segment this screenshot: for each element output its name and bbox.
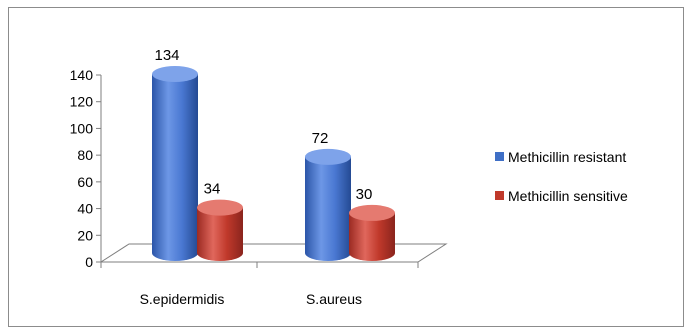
y-tick-label: 120: [70, 94, 94, 110]
y-tick-label: 140: [70, 67, 94, 83]
bar: [305, 148, 351, 261]
data-labels: 134 34 72 30: [154, 47, 372, 203]
y-tick-label: 20: [77, 227, 93, 243]
x-tick-label: S.epidermidis: [140, 291, 225, 307]
bar-top: [349, 204, 395, 221]
bar: [152, 66, 198, 261]
bar-top: [152, 66, 198, 83]
axes: 0 20 40 60 80 100 120 140 S.epidermidis S.aureus: [70, 67, 448, 307]
bar-body: [305, 156, 351, 261]
data-label: 72: [312, 130, 329, 147]
data-label: 134: [154, 47, 179, 64]
bar-body: [349, 212, 395, 261]
legend-swatch: [495, 152, 504, 161]
legend: Methicillin resistant Methicillin sensiti…: [495, 149, 628, 204]
bar-body: [152, 74, 198, 261]
bar: [197, 199, 243, 261]
legend-swatch: [495, 191, 504, 200]
y-tick-label: 80: [77, 147, 93, 163]
data-label: 34: [204, 181, 221, 198]
bars: [152, 66, 395, 261]
bar-top: [305, 148, 351, 165]
bar-top: [197, 199, 243, 216]
legend-label: Methicillin resistant: [508, 149, 626, 165]
bar-body: [197, 207, 243, 261]
legend-label: Methicillin sensitive: [508, 188, 628, 204]
y-tick-label: 60: [77, 174, 93, 190]
data-label: 30: [356, 186, 373, 203]
x-tick-label: S.aureus: [306, 291, 362, 307]
y-tick-label: 100: [70, 120, 94, 136]
bar: [349, 204, 395, 261]
y-tick-label: 40: [77, 201, 93, 217]
y-tick-label: 0: [85, 254, 93, 270]
